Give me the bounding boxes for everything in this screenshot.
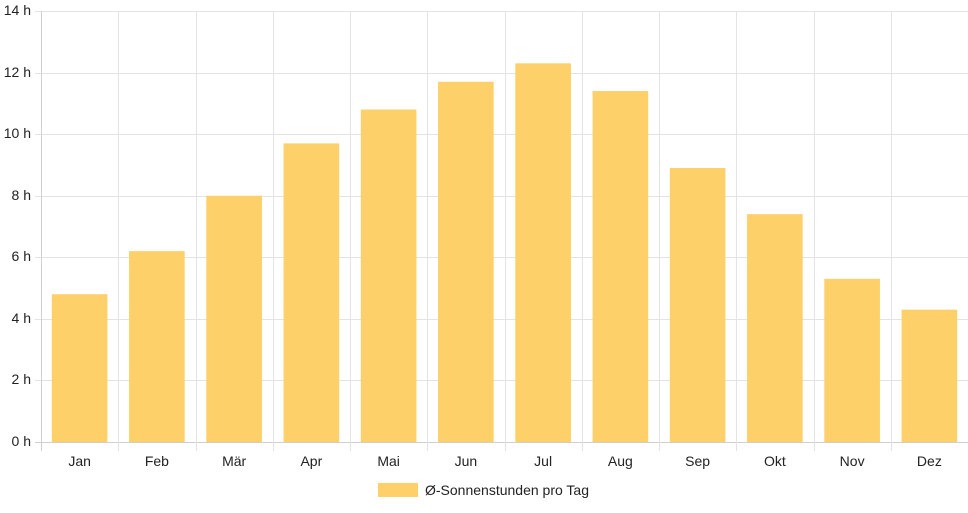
bar-dez (901, 309, 958, 442)
x-tick-label: Feb (145, 453, 169, 469)
x-tick-label: Jun (455, 453, 478, 469)
legend-swatch (378, 483, 418, 497)
bar-nov (824, 278, 880, 442)
bar-mai (360, 109, 417, 442)
y-tick-label: 12 h (4, 64, 31, 80)
bar-jun (438, 81, 494, 443)
x-tick-label: Aug (608, 453, 633, 469)
bar-jan (51, 294, 108, 442)
legend-label: Ø-Sonnenstunden pro Tag (425, 482, 589, 498)
x-tick-label: Jul (534, 453, 552, 469)
y-tick-label: 14 h (4, 2, 31, 18)
x-tick-label: Jan (68, 453, 91, 469)
y-tick-label: 8 h (12, 187, 31, 203)
bar-sep (669, 168, 726, 442)
x-tick-label: Mai (377, 453, 400, 469)
grid-layer (35, 11, 968, 451)
x-tick-label: Sep (685, 453, 710, 469)
axis-layer: 0 h 2 h 4 h 6 h 8 h 10 h 12 h 14 h Jan Feb Mär Apr M… (4, 2, 942, 469)
y-tick-label: 4 h (12, 310, 31, 326)
bar-mär (206, 195, 262, 442)
bars-layer (51, 63, 958, 443)
bar-apr (283, 143, 340, 442)
x-tick-label: Nov (840, 453, 865, 469)
y-tick-label: 0 h (12, 433, 31, 449)
legend[interactable]: Ø-Sonnenstunden pro Tag (378, 482, 589, 498)
bar-feb (129, 251, 185, 442)
y-tick-label: 2 h (12, 371, 31, 387)
x-tick-label: Apr (300, 453, 322, 469)
bar-jul (515, 63, 571, 442)
bar-okt (747, 214, 803, 442)
y-tick-label: 10 h (4, 125, 31, 141)
y-tick-label: 6 h (12, 248, 31, 264)
bar-aug (592, 91, 649, 443)
x-tick-label: Dez (917, 453, 942, 469)
x-tick-label: Mär (222, 453, 246, 469)
x-tick-label: Okt (764, 453, 786, 469)
